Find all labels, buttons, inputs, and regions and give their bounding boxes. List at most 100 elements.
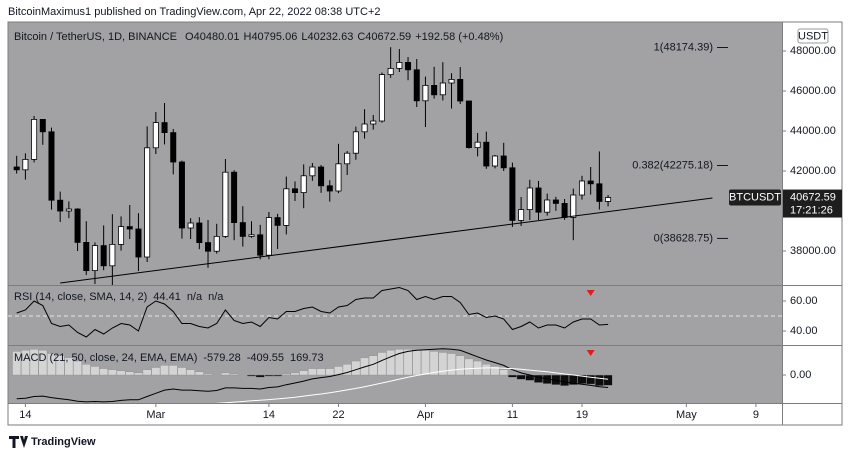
histogram-bar xyxy=(221,372,230,376)
candle-body xyxy=(300,175,307,194)
histogram-bar xyxy=(281,373,291,376)
y-tick-label: 40.00 xyxy=(790,325,818,337)
rsi-value: 44.41 xyxy=(153,291,181,303)
symbol-title: Bitcoin / TetherUS, 1D, BINANCE xyxy=(14,31,177,43)
fib-label: 1(48174.39) xyxy=(654,41,713,53)
fib-label: 0.382(42275.18) xyxy=(632,159,713,171)
candle-body xyxy=(544,199,551,213)
countdown: 17:21:26 xyxy=(790,204,833,216)
histogram-bar xyxy=(107,369,117,376)
candle-body xyxy=(31,119,38,160)
histogram-bar xyxy=(429,351,439,376)
candle-body xyxy=(387,68,394,76)
histogram-bar xyxy=(229,373,239,376)
candle-body xyxy=(283,188,290,226)
candle-body xyxy=(109,243,116,267)
x-tick-label: 9 xyxy=(753,409,759,421)
histogram-bar xyxy=(134,372,143,376)
symbol-label: BTCUSDT xyxy=(729,191,781,203)
histogram-bar xyxy=(351,360,361,376)
ohlc-value: 40480.01 xyxy=(194,31,240,43)
last-price-box xyxy=(783,189,842,218)
candle-body xyxy=(318,166,325,187)
rsi-title: RSI (14, close, SMA, 14, 2) xyxy=(14,291,147,303)
candle-body xyxy=(405,62,412,71)
histogram-bar xyxy=(534,374,543,383)
candle-body xyxy=(118,226,125,245)
histogram-bar xyxy=(499,369,509,376)
candle-body xyxy=(526,187,533,211)
histogram-bar xyxy=(90,366,100,376)
candle-body xyxy=(335,163,342,192)
frame xyxy=(7,21,843,426)
histogram-bar xyxy=(577,374,587,384)
candle-body xyxy=(422,85,429,102)
candle-body xyxy=(65,208,72,212)
histogram-bar xyxy=(421,350,430,376)
candle-body xyxy=(352,131,359,154)
candle-body xyxy=(187,222,194,229)
histogram-bar xyxy=(99,368,109,376)
trendline xyxy=(60,197,713,284)
candle-body xyxy=(413,69,420,102)
x-tick-label: 19 xyxy=(576,409,588,421)
histogram-bar xyxy=(64,357,74,376)
candle-body xyxy=(161,122,168,133)
y-tick-label: 38000.00 xyxy=(790,245,836,257)
histogram-bar xyxy=(255,374,265,378)
candle-body xyxy=(474,141,481,148)
x-tick-label: 14 xyxy=(263,409,275,421)
rsi-value: n/a xyxy=(187,291,203,303)
histogram-bar xyxy=(307,368,317,376)
y-tick-label: 60.00 xyxy=(790,295,818,307)
candle-body xyxy=(100,245,107,267)
histogram-bar xyxy=(47,353,56,376)
candle-body xyxy=(213,235,220,252)
signal-marker xyxy=(586,350,595,356)
candle-body xyxy=(326,185,333,192)
rsi-legend: RSI (14, close, SMA, 14, 2) 44.41 n/a n/a xyxy=(14,291,224,303)
y-tick-label: 44000.00 xyxy=(790,125,836,137)
candle-body xyxy=(378,74,385,122)
histogram-bar xyxy=(160,365,169,376)
candle-body xyxy=(396,62,403,69)
candle-body xyxy=(291,188,298,194)
footer-logo: TradingView xyxy=(9,436,96,448)
candle-body xyxy=(500,155,507,169)
candle-body xyxy=(248,234,255,237)
histogram-bar xyxy=(455,355,465,376)
candle-body xyxy=(74,208,81,243)
legend-line: Bitcoin / TetherUS, 1D, BINANCE O40480.01… xyxy=(14,31,503,43)
rsi-line xyxy=(16,286,609,338)
histogram-bar xyxy=(447,353,456,376)
histogram-bar xyxy=(299,370,309,376)
histogram-bar xyxy=(586,374,596,385)
candle-body xyxy=(465,100,472,148)
candle-body xyxy=(448,79,455,84)
histogram-bar xyxy=(560,374,569,386)
change: +192.58 (+0.48%) xyxy=(415,31,503,43)
histogram-bar xyxy=(186,369,196,376)
fib-label: 0(38628.75) xyxy=(654,232,713,244)
histogram-bar xyxy=(342,364,352,376)
histogram-bar xyxy=(194,371,204,376)
candle-body xyxy=(126,226,133,230)
candle-body xyxy=(83,241,90,271)
candle-body xyxy=(205,242,212,252)
logo-text: TradingView xyxy=(31,436,96,448)
rsi-plot xyxy=(8,286,782,338)
candle-body xyxy=(483,141,490,167)
candle-body xyxy=(370,120,377,125)
candle-body xyxy=(578,180,585,196)
publisher: BitcoinMaximus1 published on TradingView… xyxy=(8,6,381,18)
candle-body xyxy=(265,217,272,256)
candle-body xyxy=(457,79,464,102)
candle-body xyxy=(274,217,281,226)
x-tick-label: Apr xyxy=(417,409,434,421)
candle-body xyxy=(535,187,542,213)
candle-body xyxy=(309,166,316,177)
histogram-bar xyxy=(438,352,448,376)
histogram-bar xyxy=(142,369,152,376)
